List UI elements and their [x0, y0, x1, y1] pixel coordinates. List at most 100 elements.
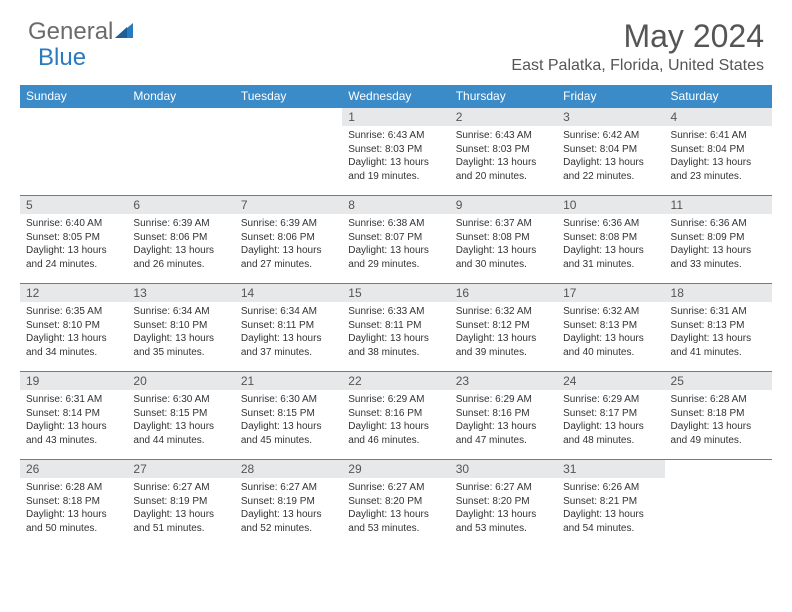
day-cell: 30Sunrise: 6:27 AMSunset: 8:20 PMDayligh… [450, 460, 557, 548]
day-body: Sunrise: 6:27 AMSunset: 8:19 PMDaylight:… [235, 478, 342, 539]
day-cell: 4Sunrise: 6:41 AMSunset: 8:04 PMDaylight… [665, 108, 772, 196]
day-body: Sunrise: 6:27 AMSunset: 8:20 PMDaylight:… [450, 478, 557, 539]
brand-part1: General [28, 18, 113, 46]
day-cell: 9Sunrise: 6:37 AMSunset: 8:08 PMDaylight… [450, 196, 557, 284]
day-cell: 5Sunrise: 6:40 AMSunset: 8:05 PMDaylight… [20, 196, 127, 284]
day-number: 17 [557, 284, 664, 302]
day-body: Sunrise: 6:29 AMSunset: 8:16 PMDaylight:… [450, 390, 557, 451]
day-body: Sunrise: 6:42 AMSunset: 8:04 PMDaylight:… [557, 126, 664, 187]
header: General May 2024 East Palatka, Florida, … [0, 0, 792, 85]
day-body: Sunrise: 6:28 AMSunset: 8:18 PMDaylight:… [665, 390, 772, 451]
day-header: Friday [557, 85, 664, 108]
day-number: 1 [342, 108, 449, 126]
day-number: 9 [450, 196, 557, 214]
day-cell: 17Sunrise: 6:32 AMSunset: 8:13 PMDayligh… [557, 284, 664, 372]
day-body: Sunrise: 6:34 AMSunset: 8:10 PMDaylight:… [127, 302, 234, 363]
day-cell: 11Sunrise: 6:36 AMSunset: 8:09 PMDayligh… [665, 196, 772, 284]
day-cell: 25Sunrise: 6:28 AMSunset: 8:18 PMDayligh… [665, 372, 772, 460]
day-body: Sunrise: 6:33 AMSunset: 8:11 PMDaylight:… [342, 302, 449, 363]
day-cell: 1Sunrise: 6:43 AMSunset: 8:03 PMDaylight… [342, 108, 449, 196]
day-cell: 29Sunrise: 6:27 AMSunset: 8:20 PMDayligh… [342, 460, 449, 548]
day-number: 23 [450, 372, 557, 390]
month-title: May 2024 [511, 18, 764, 55]
day-cell: . [235, 108, 342, 196]
day-body: Sunrise: 6:28 AMSunset: 8:18 PMDaylight:… [20, 478, 127, 539]
day-cell: 16Sunrise: 6:32 AMSunset: 8:12 PMDayligh… [450, 284, 557, 372]
day-body: Sunrise: 6:31 AMSunset: 8:13 PMDaylight:… [665, 302, 772, 363]
day-cell: 8Sunrise: 6:38 AMSunset: 8:07 PMDaylight… [342, 196, 449, 284]
brand-part2: Blue [38, 44, 86, 72]
day-cell: 23Sunrise: 6:29 AMSunset: 8:16 PMDayligh… [450, 372, 557, 460]
day-body: Sunrise: 6:29 AMSunset: 8:16 PMDaylight:… [342, 390, 449, 451]
day-number: 8 [342, 196, 449, 214]
week-row: 12Sunrise: 6:35 AMSunset: 8:10 PMDayligh… [20, 284, 772, 372]
day-cell: 22Sunrise: 6:29 AMSunset: 8:16 PMDayligh… [342, 372, 449, 460]
day-number: 12 [20, 284, 127, 302]
day-number: 16 [450, 284, 557, 302]
day-number: 26 [20, 460, 127, 478]
day-body: Sunrise: 6:36 AMSunset: 8:08 PMDaylight:… [557, 214, 664, 275]
day-body: Sunrise: 6:31 AMSunset: 8:14 PMDaylight:… [20, 390, 127, 451]
day-cell: 31Sunrise: 6:26 AMSunset: 8:21 PMDayligh… [557, 460, 664, 548]
day-header: Monday [127, 85, 234, 108]
week-row: 19Sunrise: 6:31 AMSunset: 8:14 PMDayligh… [20, 372, 772, 460]
day-body: Sunrise: 6:37 AMSunset: 8:08 PMDaylight:… [450, 214, 557, 275]
day-number: 14 [235, 284, 342, 302]
calendar-table: SundayMondayTuesdayWednesdayThursdayFrid… [20, 85, 772, 548]
day-body: Sunrise: 6:43 AMSunset: 8:03 PMDaylight:… [450, 126, 557, 187]
day-header: Wednesday [342, 85, 449, 108]
day-cell: 7Sunrise: 6:39 AMSunset: 8:06 PMDaylight… [235, 196, 342, 284]
day-body: Sunrise: 6:34 AMSunset: 8:11 PMDaylight:… [235, 302, 342, 363]
day-number: 11 [665, 196, 772, 214]
day-cell: 3Sunrise: 6:42 AMSunset: 8:04 PMDaylight… [557, 108, 664, 196]
day-body: Sunrise: 6:30 AMSunset: 8:15 PMDaylight:… [235, 390, 342, 451]
day-cell: 21Sunrise: 6:30 AMSunset: 8:15 PMDayligh… [235, 372, 342, 460]
day-number: 7 [235, 196, 342, 214]
day-number: 3 [557, 108, 664, 126]
day-number: 6 [127, 196, 234, 214]
day-number: 18 [665, 284, 772, 302]
day-cell: 24Sunrise: 6:29 AMSunset: 8:17 PMDayligh… [557, 372, 664, 460]
day-number: 24 [557, 372, 664, 390]
day-number: 21 [235, 372, 342, 390]
day-cell: 27Sunrise: 6:27 AMSunset: 8:19 PMDayligh… [127, 460, 234, 548]
day-number: 30 [450, 460, 557, 478]
day-cell: 15Sunrise: 6:33 AMSunset: 8:11 PMDayligh… [342, 284, 449, 372]
day-number: 25 [665, 372, 772, 390]
day-header: Thursday [450, 85, 557, 108]
location-text: East Palatka, Florida, United States [511, 57, 764, 75]
day-number: 27 [127, 460, 234, 478]
day-number: 20 [127, 372, 234, 390]
week-row: ...1Sunrise: 6:43 AMSunset: 8:03 PMDayli… [20, 108, 772, 196]
day-body: Sunrise: 6:32 AMSunset: 8:12 PMDaylight:… [450, 302, 557, 363]
day-cell: 18Sunrise: 6:31 AMSunset: 8:13 PMDayligh… [665, 284, 772, 372]
day-header: Sunday [20, 85, 127, 108]
day-cell: 19Sunrise: 6:31 AMSunset: 8:14 PMDayligh… [20, 372, 127, 460]
day-header: Tuesday [235, 85, 342, 108]
day-body: Sunrise: 6:39 AMSunset: 8:06 PMDaylight:… [235, 214, 342, 275]
day-number: 10 [557, 196, 664, 214]
week-row: 5Sunrise: 6:40 AMSunset: 8:05 PMDaylight… [20, 196, 772, 284]
logo-sail-icon [115, 21, 137, 39]
week-row: 26Sunrise: 6:28 AMSunset: 8:18 PMDayligh… [20, 460, 772, 548]
day-body: Sunrise: 6:29 AMSunset: 8:17 PMDaylight:… [557, 390, 664, 451]
day-cell: 28Sunrise: 6:27 AMSunset: 8:19 PMDayligh… [235, 460, 342, 548]
day-cell: . [665, 460, 772, 548]
day-cell: 13Sunrise: 6:34 AMSunset: 8:10 PMDayligh… [127, 284, 234, 372]
day-number: 22 [342, 372, 449, 390]
day-body: Sunrise: 6:40 AMSunset: 8:05 PMDaylight:… [20, 214, 127, 275]
day-cell: 26Sunrise: 6:28 AMSunset: 8:18 PMDayligh… [20, 460, 127, 548]
day-body: Sunrise: 6:27 AMSunset: 8:20 PMDaylight:… [342, 478, 449, 539]
day-header: Saturday [665, 85, 772, 108]
brand-logo: General [28, 18, 137, 46]
day-number: 15 [342, 284, 449, 302]
day-cell: 12Sunrise: 6:35 AMSunset: 8:10 PMDayligh… [20, 284, 127, 372]
day-body: Sunrise: 6:27 AMSunset: 8:19 PMDaylight:… [127, 478, 234, 539]
day-cell: . [20, 108, 127, 196]
day-body: Sunrise: 6:26 AMSunset: 8:21 PMDaylight:… [557, 478, 664, 539]
day-number: 19 [20, 372, 127, 390]
day-body: Sunrise: 6:35 AMSunset: 8:10 PMDaylight:… [20, 302, 127, 363]
day-cell: 20Sunrise: 6:30 AMSunset: 8:15 PMDayligh… [127, 372, 234, 460]
day-header-row: SundayMondayTuesdayWednesdayThursdayFrid… [20, 85, 772, 108]
day-number: 13 [127, 284, 234, 302]
